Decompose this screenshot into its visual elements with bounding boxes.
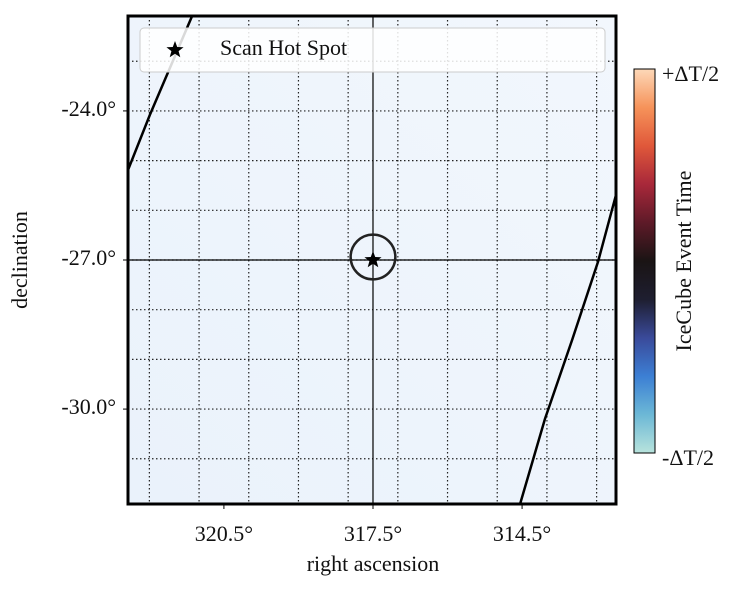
legend-label: Scan Hot Spot <box>220 35 347 60</box>
colorbar <box>633 68 656 454</box>
y-tick-label: -30.0° <box>61 394 116 419</box>
x-tick-label: 317.5° <box>344 521 402 546</box>
legend-box <box>139 27 606 73</box>
x-tick-label: 314.5° <box>493 521 551 546</box>
colorbar-bottom-label: -ΔT/2 <box>662 445 714 470</box>
error-circle <box>349 233 397 281</box>
hot-spot <box>364 251 382 268</box>
curve <box>518 194 616 504</box>
y-axis-label: declination <box>7 211 32 309</box>
colorbar-top-label: +ΔT/2 <box>662 61 719 86</box>
y-tick-label: -24.0° <box>61 96 116 121</box>
legend-marker <box>166 41 184 58</box>
x-tick-label: 320.5° <box>195 521 253 546</box>
x-axis-label: right ascension <box>307 551 440 576</box>
colorbar-label: IceCube Event Time <box>671 171 696 352</box>
y-tick-label: -27.0° <box>61 245 116 270</box>
